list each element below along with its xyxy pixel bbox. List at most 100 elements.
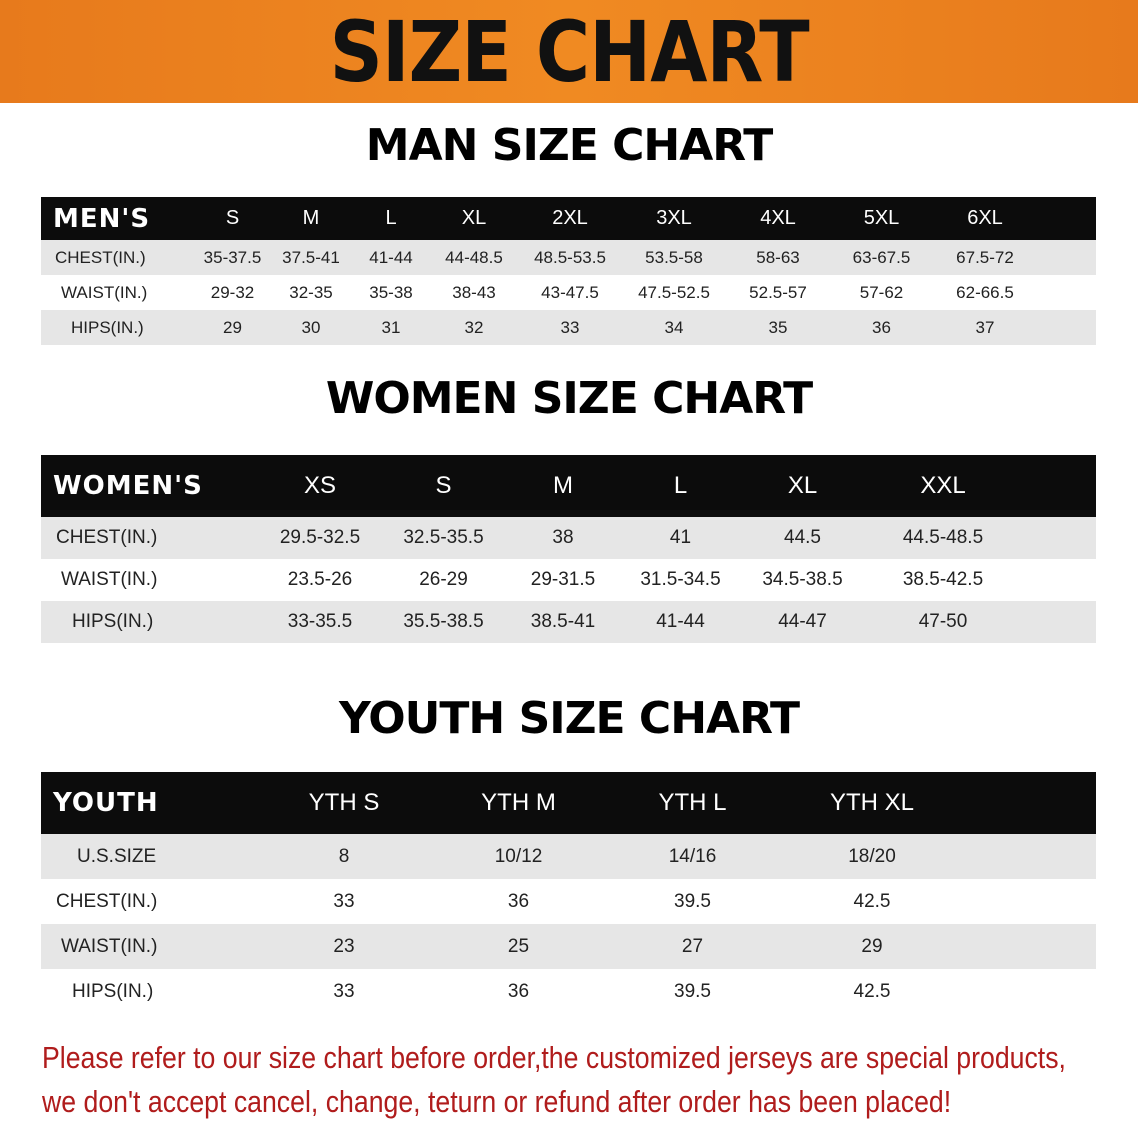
size-header: YTH L (658, 789, 727, 816)
table-cell: 33 (333, 980, 355, 1002)
table-cell: 58-63 (756, 247, 800, 267)
table-cell: 44.5-48.5 (902, 527, 984, 548)
table-cell: 29-32 (210, 282, 255, 302)
table-cell: 63-67.5 (852, 247, 911, 267)
table-cell: 39.5 (674, 890, 711, 912)
table-cell: 32 (464, 317, 484, 337)
table-cell: 39.5 (674, 980, 711, 1002)
table-cell: 29.5-32.5 (279, 527, 361, 548)
youth-header-row: YOUTH YTH S YTH M YTH L YTH XL (41, 772, 1096, 834)
table-cell: 37.5-41 (282, 247, 340, 267)
table-cell: 33-35.5 (287, 611, 353, 632)
size-header: 3XL (656, 207, 692, 229)
table-cell: 44-47 (778, 611, 827, 632)
table-cell: 34 (664, 317, 684, 337)
table-cell: 32-35 (289, 282, 333, 302)
size-header: XL (787, 472, 818, 499)
size-header: 4XL (760, 207, 796, 229)
row-label: CHEST(IN.) (55, 247, 146, 267)
table-cell: 43-47.5 (541, 282, 599, 302)
row-label: CHEST(IN.) (56, 527, 158, 548)
size-header: XXL (920, 472, 966, 499)
table-cell: 31 (381, 317, 401, 337)
women-size-table: WOMEN'S XS S M L XL XXL CHEST(IN.) 29.5-32.5 32.5… (41, 455, 1096, 643)
note-line-2: we don't accept cancel, change, teturn o… (42, 1084, 952, 1119)
men-header-row: MEN'S S M L XL 2XL 3XL 4XL 5XL 6XL (41, 197, 1096, 240)
table-cell: 35.5-38.5 (403, 611, 484, 632)
row-label: WAIST(IN.) (61, 569, 158, 590)
order-policy-note: Please refer to our size chart before or… (42, 1036, 1066, 1124)
size-header: S (225, 207, 240, 229)
note-line-1: Please refer to our size chart before or… (42, 1040, 1066, 1075)
table-row: CHEST(IN.) 29.5-32.5 32.5-35.5 38 41 44.5 44.5… (41, 517, 1096, 559)
table-cell: 57-62 (859, 282, 904, 302)
size-header: L (673, 472, 688, 499)
table-cell: 36 (872, 317, 891, 337)
table-row: WAIST(IN.) 23 25 27 29 (41, 924, 1096, 969)
row-label: HIPS(IN.) (72, 980, 154, 1002)
table-cell: 26-29 (419, 569, 468, 590)
table-cell: 37 (975, 317, 995, 337)
table-cell: 35-37.5 (203, 247, 262, 267)
table-cell: 52.5-57 (749, 282, 807, 302)
table-cell: 44-48.5 (445, 247, 503, 267)
table-cell: 27 (681, 935, 704, 957)
table-cell: 30 (301, 317, 321, 337)
table-cell: 18/20 (848, 845, 896, 867)
size-header: M (302, 207, 320, 229)
women-header-row: WOMEN'S XS S M L XL XXL (41, 455, 1096, 517)
table-cell: 31.5-34.5 (640, 569, 721, 590)
table-cell: 33 (560, 317, 580, 337)
row-label: HIPS(IN.) (72, 611, 154, 632)
table-corner-label: MEN'S (53, 203, 151, 234)
size-header: YTH M (481, 789, 556, 816)
youth-section-title: YOUTH SIZE CHART (338, 693, 800, 744)
men-section-title: MAN SIZE CHART (365, 120, 773, 171)
table-cell: 25 (507, 935, 530, 957)
table-cell: 41 (669, 527, 692, 548)
men-size-table: MEN'S S M L XL 2XL 3XL 4XL 5XL 6XL CHEST(IN.) 35-37… (41, 197, 1096, 345)
table-cell: 34.5-38.5 (762, 569, 843, 590)
table-cell: 47-50 (918, 611, 968, 632)
table-cell: 8 (338, 845, 350, 867)
row-label: CHEST(IN.) (56, 890, 158, 912)
table-cell: 36 (507, 890, 530, 912)
women-section-title: WOMEN SIZE CHART (325, 373, 813, 424)
table-row: WAIST(IN.) 23.5-26 26-29 29-31.5 31.5-34.5 34… (41, 559, 1096, 601)
table-cell: 41-44 (656, 611, 705, 632)
table-row: HIPS(IN.) 33 36 39.5 42.5 (41, 969, 1096, 1014)
size-header: YTH XL (829, 789, 915, 816)
table-row: U.S.SIZE 8 10/12 14/16 18/20 (41, 834, 1096, 879)
row-label: WAIST(IN.) (61, 935, 158, 957)
size-header: 5XL (863, 207, 900, 229)
table-cell: 10/12 (494, 845, 543, 867)
size-header: M (553, 472, 573, 499)
row-label: WAIST(IN.) (61, 282, 148, 302)
table-cell: 35 (768, 317, 788, 337)
table-row: HIPS(IN.) 33-35.5 35.5-38.5 38.5-41 41-44 44-… (41, 601, 1096, 643)
size-header: S (435, 472, 452, 499)
size-header: L (385, 207, 397, 229)
table-cell: 42.5 (853, 980, 891, 1002)
table-row: WAIST(IN.) 29-32 32-35 35-38 38-43 43-47.5 47.… (41, 275, 1096, 310)
size-header: XS (303, 472, 336, 499)
table-cell: 47.5-52.5 (638, 282, 710, 302)
table-cell: 38.5-42.5 (902, 569, 984, 590)
table-cell: 29 (861, 935, 883, 957)
size-header: 2XL (552, 207, 588, 229)
table-cell: 14/16 (668, 845, 717, 867)
row-label: HIPS(IN.) (71, 317, 144, 337)
table-cell: 38.5-41 (530, 611, 596, 632)
table-row: CHEST(IN.) 33 36 39.5 42.5 (41, 879, 1096, 924)
size-chart-banner: SIZE CHART (0, 0, 1138, 103)
table-row: HIPS(IN.) 29 30 31 32 33 34 35 36 37 (41, 310, 1096, 345)
table-cell: 67.5-72 (956, 247, 1014, 267)
size-header: 6XL (967, 207, 1003, 229)
table-cell: 32.5-35.5 (403, 527, 484, 548)
table-cell: 38-43 (452, 282, 496, 302)
table-cell: 48.5-53.5 (534, 247, 606, 267)
youth-size-table: YOUTH YTH S YTH M YTH L YTH XL U.S.SIZE 8 10/12… (41, 772, 1096, 1014)
table-cell: 33 (333, 890, 355, 912)
table-cell: 23 (333, 935, 355, 957)
table-corner-label: YOUTH (53, 788, 159, 818)
